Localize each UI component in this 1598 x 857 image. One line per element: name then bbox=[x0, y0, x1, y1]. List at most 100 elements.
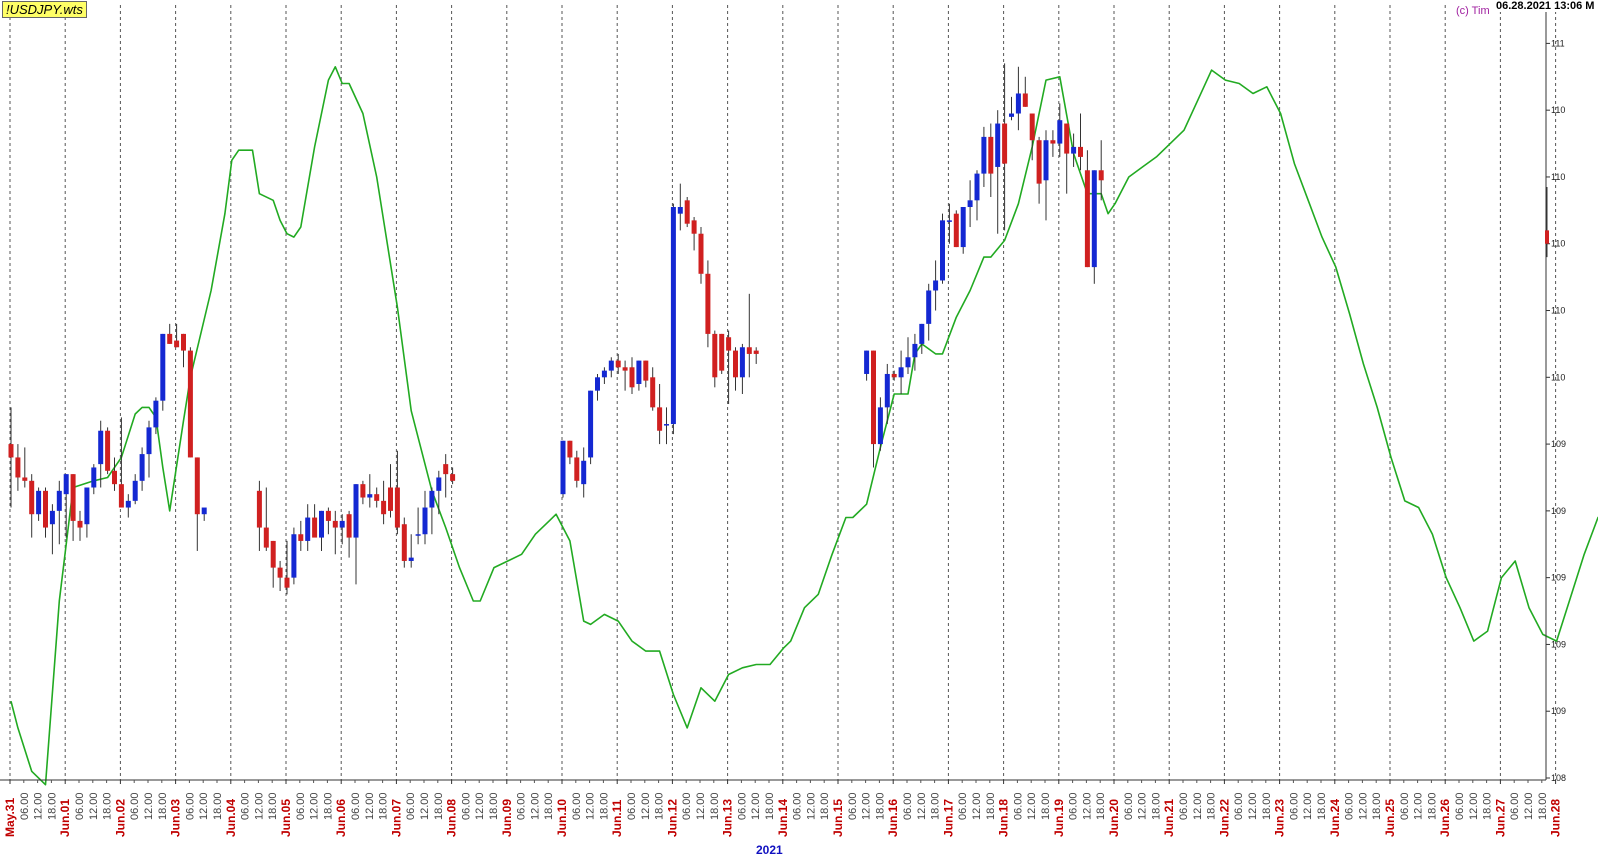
candle-body bbox=[367, 494, 373, 498]
x-tick-hour-label: 12.00 bbox=[1081, 792, 1093, 820]
x-tick-hour-label: 06.00 bbox=[571, 792, 583, 820]
x-tick-hour-label: 06.00 bbox=[1178, 792, 1190, 820]
x-tick-day-label: Jun.20 bbox=[1107, 799, 1121, 837]
candle-body bbox=[1043, 140, 1049, 181]
x-tick-hour-label: 12.00 bbox=[805, 792, 817, 820]
candle-body bbox=[926, 290, 932, 324]
x-tick-hour-label: 06.00 bbox=[460, 792, 472, 820]
x-tick-hour-label: 18.00 bbox=[1316, 792, 1328, 820]
x-tick-hour-label: 06.00 bbox=[129, 792, 141, 820]
candle-body bbox=[567, 440, 573, 458]
candlestick-layer bbox=[8, 63, 1104, 595]
candle-body bbox=[753, 350, 759, 354]
candle-body bbox=[160, 333, 166, 401]
candle-body bbox=[49, 510, 55, 525]
x-tick-hour-label: 06.00 bbox=[736, 792, 748, 820]
candle-body bbox=[1071, 146, 1077, 154]
datetime-stamp: 06.28.2021 13:06 M bbox=[1496, 0, 1595, 12]
x-tick-hour-label: 18.00 bbox=[654, 792, 666, 820]
candle-body bbox=[905, 357, 911, 368]
candle-body bbox=[719, 333, 725, 371]
candle-body bbox=[601, 370, 607, 378]
x-tick-hour-label: 12.00 bbox=[1302, 792, 1314, 820]
y-tick-label: 110 bbox=[1551, 239, 1565, 249]
candle-body bbox=[705, 273, 711, 334]
x-tick-hour-label: 12.00 bbox=[1247, 792, 1259, 820]
symbol-label[interactable]: !USDJPY.wts bbox=[2, 1, 87, 18]
x-tick-hour-label: 06.00 bbox=[1454, 792, 1466, 820]
x-tick-hour-label: 18.00 bbox=[488, 792, 500, 820]
candle-body bbox=[629, 367, 635, 388]
x-tick-hour-label: 12.00 bbox=[364, 792, 376, 820]
candle-body bbox=[912, 343, 918, 358]
candle-body bbox=[877, 407, 883, 445]
x-tick-hour-label: 06.00 bbox=[1068, 792, 1080, 820]
x-tick-hour-label: 18.00 bbox=[930, 792, 942, 820]
candle-body bbox=[560, 440, 566, 495]
candle-body bbox=[201, 507, 207, 515]
candle-body bbox=[408, 557, 414, 561]
time-axis: May.31 06.00 12.00 18.00 Jun.01 06.00 12.00 18.… bbox=[0, 779, 1563, 837]
candle-body bbox=[91, 467, 97, 488]
x-tick-day-label: May.31 bbox=[3, 798, 17, 837]
x-tick-hour-label: 18.00 bbox=[46, 792, 58, 820]
candle-body bbox=[125, 500, 131, 508]
candle-body bbox=[84, 487, 90, 525]
x-tick-hour-label: 18.00 bbox=[267, 792, 279, 820]
candle-body bbox=[450, 474, 456, 481]
x-tick-day-label: Jun.06 bbox=[334, 799, 348, 837]
x-tick-hour-label: 12.00 bbox=[1026, 792, 1038, 820]
x-tick-hour-label: 18.00 bbox=[819, 792, 831, 820]
copyright-text: (c) Tim bbox=[1456, 5, 1490, 17]
x-tick-hour-label: 06.00 bbox=[1509, 792, 1521, 820]
candle-body bbox=[677, 207, 683, 214]
x-tick-hour-label: 06.00 bbox=[295, 792, 307, 820]
candle-body bbox=[22, 477, 28, 481]
candle-body bbox=[691, 220, 697, 234]
indicator-line bbox=[10, 66, 1598, 786]
candle-body bbox=[139, 454, 145, 481]
candle-body bbox=[167, 333, 173, 344]
candle-body bbox=[118, 484, 124, 508]
candle-body bbox=[353, 484, 359, 538]
candle-body bbox=[132, 480, 138, 501]
candle-body bbox=[595, 377, 600, 391]
x-tick-hour-label: 18.00 bbox=[378, 792, 390, 820]
candle-body bbox=[981, 136, 987, 174]
x-tick-hour-label: 12.00 bbox=[33, 792, 45, 820]
x-tick-day-label: Jun.13 bbox=[721, 799, 735, 837]
candle-body bbox=[940, 220, 945, 281]
price-axis: 111 110 110 110 110 110 109 109 109 109 109 108 bbox=[1545, 0, 1566, 783]
candle-body bbox=[429, 490, 435, 508]
x-tick-hour-label: 12.00 bbox=[640, 792, 652, 820]
x-tick-hour-label: 06.00 bbox=[350, 792, 362, 820]
x-tick-hour-label: 18.00 bbox=[1482, 792, 1494, 820]
x-tick-hour-label: 06.00 bbox=[19, 792, 31, 820]
candle-body bbox=[1050, 140, 1056, 144]
candle-body bbox=[277, 567, 283, 578]
y-tick-label: 109 bbox=[1551, 506, 1566, 516]
candle-body bbox=[360, 484, 366, 498]
candle-body bbox=[1015, 93, 1021, 114]
x-tick-hour-label: 12.00 bbox=[695, 792, 707, 820]
x-tick-hour-label: 06.00 bbox=[792, 792, 804, 820]
x-tick-day-label: Jun.21 bbox=[1162, 799, 1176, 837]
candle-body bbox=[1002, 123, 1008, 164]
candle-body bbox=[664, 424, 669, 426]
x-tick-hour-label: 06.00 bbox=[516, 792, 528, 820]
x-tick-hour-label: 18.00 bbox=[212, 792, 224, 820]
x-tick-day-label: Jun.09 bbox=[500, 799, 514, 837]
x-tick-hour-label: 18.00 bbox=[985, 792, 997, 820]
x-tick-hour-label: 12.00 bbox=[419, 792, 431, 820]
x-tick-hour-label: 18.00 bbox=[1537, 792, 1549, 820]
y-tick-label: 110 bbox=[1551, 372, 1565, 382]
x-tick-hour-label: 18.00 bbox=[598, 792, 610, 820]
candle-body bbox=[581, 460, 587, 485]
y-tick-label: 110 bbox=[1551, 306, 1565, 316]
x-tick-hour-label: 06.00 bbox=[626, 792, 638, 820]
candle-body bbox=[15, 457, 21, 478]
candle-body bbox=[946, 220, 952, 222]
x-tick-day-label: Jun.02 bbox=[113, 799, 127, 837]
candle-body bbox=[726, 337, 732, 351]
candle-body bbox=[270, 540, 276, 568]
